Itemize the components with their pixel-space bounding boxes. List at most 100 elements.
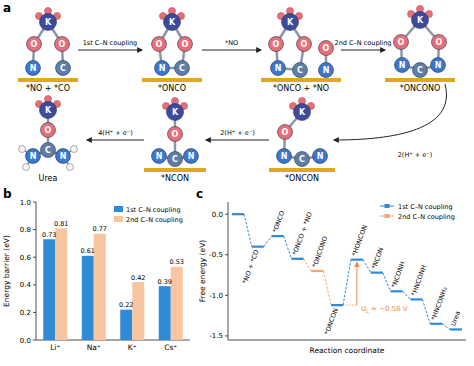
atom-symbol: O xyxy=(31,40,38,49)
atom-symbol: N xyxy=(30,64,37,73)
surface xyxy=(142,78,202,82)
connector xyxy=(383,273,391,292)
category-label: Li⁺ xyxy=(50,343,60,352)
atom-symbol: K xyxy=(45,106,52,115)
atom xyxy=(282,14,299,31)
bar xyxy=(94,234,106,340)
panel-label: b xyxy=(3,187,12,201)
atom xyxy=(413,63,428,78)
level-label: *HNCONH₂ xyxy=(430,285,450,321)
atom-symbol: O xyxy=(59,40,66,49)
legend-marker xyxy=(385,214,390,218)
panel-b: bEnergy barrier (eV)0.00.20.40.60.81.00.… xyxy=(2,187,190,352)
atom-symbol: N xyxy=(323,66,330,75)
hydrogen-atom xyxy=(67,164,74,171)
atom xyxy=(431,58,446,73)
arrow xyxy=(78,50,142,51)
reaction-step: 2nd C–N coupling xyxy=(335,39,392,50)
connector xyxy=(284,236,292,259)
state-node: KOONCN*ONCONO xyxy=(385,6,455,94)
atom xyxy=(55,37,70,52)
state-label: *ONCO + *NO xyxy=(273,84,329,93)
atom-symbol: N xyxy=(30,152,37,161)
tick xyxy=(33,229,36,230)
atom-symbol: O xyxy=(45,126,52,135)
arrow xyxy=(202,50,261,51)
connector xyxy=(244,214,252,246)
state-node: KOONC*NO + *CO xyxy=(18,8,78,94)
step-label: 2(H⁺ + e⁻) xyxy=(398,151,433,159)
tick-label: -1.5 xyxy=(209,332,223,340)
state-label: *ONCONO xyxy=(400,84,440,93)
annotation-suffix: = −0.56 V xyxy=(369,305,408,313)
surface xyxy=(18,78,78,82)
atom-symbol: C xyxy=(417,66,423,75)
tick xyxy=(225,214,228,215)
atom xyxy=(394,35,409,50)
atom xyxy=(297,37,312,52)
reaction-step: 2(H⁺ + e⁻) xyxy=(206,129,269,140)
atom-symbol: O xyxy=(156,40,163,49)
atom xyxy=(40,102,57,119)
level-label: *ONCO xyxy=(271,210,286,234)
data-label: 0.22 xyxy=(119,301,133,309)
data-label: 0.39 xyxy=(158,278,172,286)
atom-symbol: O xyxy=(182,40,189,49)
atom-symbol: C xyxy=(172,155,178,164)
y-axis xyxy=(228,202,229,340)
data-label: 0.77 xyxy=(93,225,107,233)
step-label: 1st C–N coupling xyxy=(83,39,138,47)
energy-level xyxy=(391,290,403,292)
energy-level xyxy=(331,304,343,306)
step-label: *NO xyxy=(225,39,238,47)
level-label: *NCON xyxy=(370,246,385,270)
level-label: *HNCONH xyxy=(410,264,429,297)
connector xyxy=(422,299,430,323)
data-label: 0.73 xyxy=(42,231,56,239)
step-label: 2nd C–N coupling xyxy=(335,39,392,47)
tick xyxy=(225,254,228,255)
atom xyxy=(178,37,193,52)
atom-symbol: N xyxy=(156,152,163,161)
atom xyxy=(152,37,167,52)
x-axis xyxy=(228,340,466,341)
state-label: *NCON xyxy=(161,174,189,183)
hydrogen-atom xyxy=(23,164,30,171)
energy-levels xyxy=(232,214,462,329)
energy-level xyxy=(291,258,303,260)
atom-symbol: N xyxy=(281,152,288,161)
energy-level xyxy=(450,328,462,330)
atom-symbol: C xyxy=(60,64,66,73)
energy-level xyxy=(351,259,363,261)
atom-symbol: K xyxy=(172,108,179,117)
atom-symbol: C xyxy=(299,155,305,164)
atom xyxy=(319,41,334,56)
energy-level xyxy=(371,272,383,274)
atom xyxy=(313,149,328,164)
atom-symbol: O xyxy=(398,38,405,47)
connector xyxy=(403,291,411,299)
tick xyxy=(33,284,36,285)
tick-label: 0.0 xyxy=(20,337,31,345)
tick-label: -1.0 xyxy=(209,292,223,300)
surface xyxy=(261,78,341,82)
axis-title: Energy barrier (eV) xyxy=(2,235,11,307)
legend-swatch xyxy=(114,206,123,212)
energy-level xyxy=(410,298,422,300)
step-label: 2(H⁺ + e⁻) xyxy=(220,129,255,137)
atom xyxy=(168,152,183,167)
legend-marker xyxy=(385,204,390,208)
level-labels: *NO + *CO*ONCO*ONCO + *NO*ONCONO*ONCON*H… xyxy=(241,210,462,336)
bar xyxy=(43,239,55,340)
atom xyxy=(168,127,183,142)
reaction-step: *NO xyxy=(202,39,261,50)
atom xyxy=(412,12,429,29)
panel-label: a xyxy=(3,1,11,15)
data-labels: 0.730.810.610.770.220.420.390.53 xyxy=(42,220,184,309)
reaction-step: 2(H⁺ + e⁻) xyxy=(334,84,446,159)
data-label: 0.81 xyxy=(54,220,68,228)
connector xyxy=(363,260,371,273)
atom xyxy=(167,104,184,121)
atom-symbol: C xyxy=(297,66,303,75)
bar xyxy=(132,282,144,340)
